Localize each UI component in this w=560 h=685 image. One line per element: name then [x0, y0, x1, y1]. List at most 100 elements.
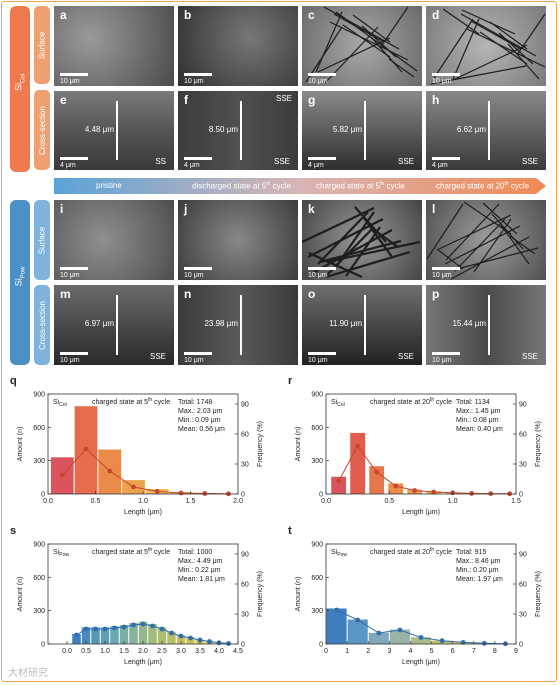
frequency-point	[226, 641, 231, 646]
frequency-point	[412, 488, 418, 493]
crack-pattern	[430, 8, 546, 85]
scale-bar	[432, 267, 460, 270]
stat-line: Total: 915	[456, 549, 486, 556]
y2-tick-label: 60	[241, 582, 249, 589]
x-axis-label: Length (μm)	[402, 659, 440, 666]
scale-bar	[60, 73, 88, 76]
histogram-bar	[157, 627, 167, 644]
thickness-label: 15.44 μm	[452, 319, 486, 328]
frequency-point	[131, 484, 136, 490]
sem-panel-c: c 10 μm	[302, 6, 422, 86]
x-tick-label: 0.0	[43, 498, 53, 505]
stat-line: Mean: 1.97 μm	[456, 576, 503, 583]
histogram-bar	[369, 466, 385, 494]
x-tick-label: 1.0	[100, 648, 110, 655]
y-axis-label: Amount (n)	[17, 577, 24, 612]
thickness-label: 4.48 μm	[84, 124, 114, 134]
scale-bar	[184, 73, 212, 76]
thickness-arrow	[240, 101, 242, 160]
scale-label: 10 μm	[308, 357, 328, 364]
scale-bar	[432, 352, 460, 355]
x-tick-label: 2.5	[157, 648, 167, 655]
histogram-bar	[91, 627, 100, 644]
chart-title: charged state at 5th cycle	[92, 547, 170, 556]
frequency-point	[336, 478, 342, 484]
y-tick-label: 900	[33, 392, 45, 399]
scale-bar	[184, 352, 212, 355]
scale-label: 10 μm	[308, 78, 328, 85]
frequency-point	[374, 469, 380, 475]
panel-letter: d	[432, 8, 440, 22]
histogram-bar	[100, 627, 110, 644]
frequency-point	[102, 626, 108, 632]
chart-title: charged state at 20th cycle	[370, 397, 452, 406]
y2-tick-label: 0	[519, 642, 523, 649]
panel-letter: p	[432, 287, 440, 301]
chart-letter: t	[288, 525, 292, 537]
frequency-point	[460, 640, 466, 645]
scale-label: 10 μm	[184, 357, 204, 364]
stage-discharged-5: discharged state at 5th cycle	[192, 181, 291, 191]
x-axis-label: Length (μm)	[124, 509, 162, 516]
frequency-point	[418, 635, 424, 640]
y2-tick-label: 0	[241, 642, 245, 649]
y2-tick-label: 60	[241, 432, 249, 439]
group-pow-label: Si	[13, 278, 24, 287]
frequency-point	[112, 625, 117, 631]
scale-label: 10 μm	[60, 78, 80, 85]
panel-letter: b	[184, 8, 192, 22]
y2-axis-label: Frequency (%)	[535, 571, 542, 617]
x-tick-label: 0.5	[91, 498, 101, 505]
frequency-point	[397, 627, 403, 633]
group-band-pow: SiPow	[10, 200, 30, 365]
frequency-point	[439, 638, 445, 644]
histogram-bar	[110, 626, 119, 644]
scale-label: 10 μm	[60, 272, 80, 279]
group-band-col: SiCol	[10, 6, 30, 172]
panel-letter: h	[432, 93, 440, 107]
frequency-point	[121, 624, 127, 630]
x-tick-label: 1.5	[511, 498, 521, 505]
scale-label: 10 μm	[184, 78, 204, 85]
sem-panel-b: b 10 μm	[178, 6, 298, 86]
panel-letter: i	[60, 202, 64, 216]
panel-letter: e	[60, 93, 67, 107]
row-label-col-surface: Surface	[34, 6, 50, 84]
scale-bar	[60, 267, 88, 270]
thickness-label: 6.97 μm	[84, 319, 114, 328]
y-tick-label: 0	[41, 642, 45, 649]
x-tick-label: 1.5	[186, 498, 196, 505]
y2-axis-label: Frequency (%)	[535, 421, 542, 467]
y-tick-label: 0	[41, 492, 45, 499]
chart-group-label: SiPow	[331, 549, 347, 558]
x-tick-label: 1.0	[448, 498, 458, 505]
frequency-point	[481, 640, 487, 646]
scale-bar	[184, 157, 212, 160]
frequency-point	[376, 630, 382, 636]
frequency-point	[178, 633, 184, 639]
substrate-tag: SS	[155, 157, 166, 166]
x-tick-label: 6	[451, 648, 455, 655]
row-label-pow-surface: Surface	[34, 200, 50, 280]
sem-panel-o: o 11.90 μm SSE 10 μm	[302, 285, 422, 365]
y-tick-label: 300	[33, 458, 45, 465]
frequency-line	[338, 445, 510, 495]
frequency-point	[131, 622, 136, 628]
substrate-tag: SSE	[521, 157, 538, 166]
frequency-point	[150, 623, 155, 629]
panel-letter: g	[308, 93, 316, 107]
frequency-line	[61, 448, 229, 495]
thickness-arrow	[116, 295, 118, 355]
scale-bar	[308, 157, 336, 160]
plot-frame	[325, 543, 517, 645]
histogram-q: q 0 300 600 900 0 30 60 90 0.0 0.5 1.0 1.5 2.0 Length …	[10, 375, 264, 516]
frequency-point	[154, 489, 160, 494]
x-tick-label: 0	[324, 648, 328, 655]
x-tick-label: 1	[345, 648, 349, 655]
sem-panel-h: h 6.62 μm SSE 4 μm	[426, 91, 546, 170]
y2-tick-label: 90	[519, 402, 527, 409]
histogram-bar	[350, 432, 366, 494]
panel-letter: f	[184, 93, 188, 107]
frequency-point	[188, 635, 193, 641]
